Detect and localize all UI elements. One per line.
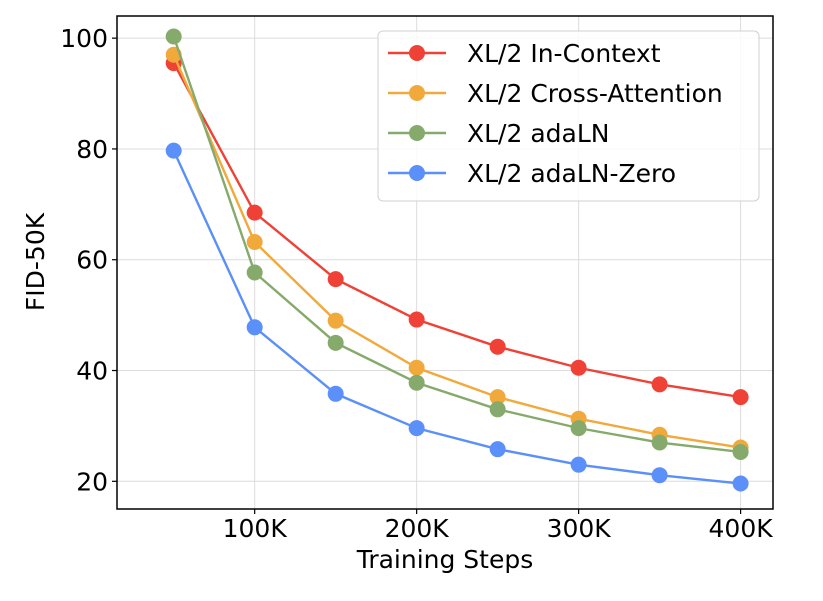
data-point: [732, 475, 749, 492]
y-tick-label: 80: [76, 135, 108, 164]
legend-marker-icon: [409, 125, 425, 141]
data-point: [489, 389, 506, 406]
legend-label: XL/2 Cross-Attention: [467, 79, 723, 108]
series-layer: [165, 28, 749, 492]
data-point: [165, 28, 182, 45]
data-point: [489, 401, 506, 418]
data-point: [408, 311, 425, 328]
data-point: [408, 359, 425, 376]
data-point: [327, 271, 344, 288]
data-point: [570, 359, 587, 376]
x-tick-label: 100K: [223, 514, 288, 543]
plot-frame: [116, 15, 774, 510]
y-tick-label: 40: [76, 357, 108, 386]
legend-label: XL/2 adaLN-Zero: [467, 159, 676, 188]
data-point: [327, 312, 344, 329]
data-point: [651, 467, 668, 484]
y-tick-label: 60: [76, 246, 108, 275]
series-line: [172, 54, 741, 449]
data-point: [246, 264, 263, 281]
data-point: [732, 389, 749, 406]
x-tick-label: 200K: [385, 514, 450, 543]
legend-box: [377, 30, 760, 202]
data-point: [489, 441, 506, 458]
legend: XL/2 In-Context XL/2 Cross-Attention XL/2 …: [377, 30, 760, 202]
x-tick-label: 400K: [709, 514, 774, 543]
x-axis-ticks: 100K 200K 300K 400K: [223, 509, 774, 543]
data-point: [570, 420, 587, 437]
legend-item: XL/2 In-Context: [388, 39, 661, 68]
legend-label: XL/2 In-Context: [467, 39, 661, 68]
data-point: [246, 204, 263, 221]
data-point: [246, 319, 263, 336]
data-point: [246, 234, 263, 251]
data-point: [651, 376, 668, 393]
legend-item: XL/2 adaLN-Zero: [388, 159, 676, 188]
x-axis-label: Training Steps: [356, 545, 534, 574]
data-point: [489, 338, 506, 355]
series-line: [172, 150, 741, 485]
data-point: [408, 420, 425, 437]
data-point: [651, 434, 668, 451]
series-line: [172, 62, 741, 399]
y-axis-ticks: 20 40 60 80 100: [60, 24, 117, 496]
y-tick-label: 20: [76, 467, 108, 496]
legend-marker-icon: [409, 45, 425, 61]
series-xl-2-adaln-zero: [165, 142, 749, 492]
legend-item: XL/2 adaLN: [388, 119, 609, 148]
legend-marker-icon: [409, 85, 425, 101]
data-point: [570, 456, 587, 473]
data-point: [327, 334, 344, 351]
y-tick-label: 100: [60, 24, 108, 53]
data-point: [327, 385, 344, 402]
data-point: [732, 443, 749, 460]
series-line: [172, 36, 741, 454]
legend-item: XL/2 Cross-Attention: [388, 79, 723, 108]
data-point: [165, 142, 182, 159]
legend-marker-icon: [409, 165, 425, 181]
series-xl-2-in-context: [165, 55, 749, 406]
series-xl-2-adaln: [165, 28, 749, 460]
y-axis-label: FID-50K: [21, 212, 50, 311]
series-xl-2-cross-attention: [165, 46, 749, 456]
data-point: [408, 374, 425, 391]
legend-label: XL/2 adaLN: [467, 119, 609, 148]
x-tick-label: 300K: [547, 514, 612, 543]
